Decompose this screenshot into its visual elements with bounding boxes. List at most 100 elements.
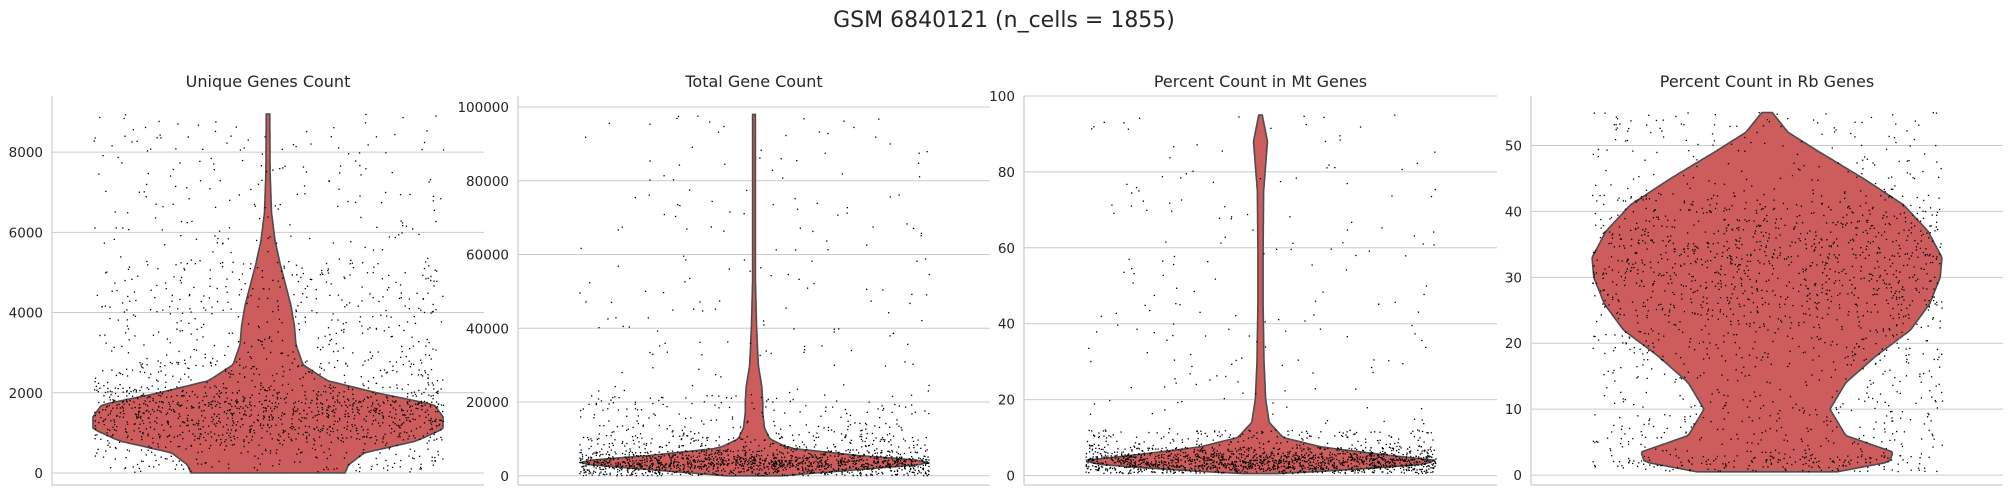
data-point xyxy=(700,466,702,468)
data-point xyxy=(304,394,306,397)
data-point xyxy=(615,317,617,319)
data-point xyxy=(235,430,237,432)
data-point xyxy=(413,458,415,460)
data-point xyxy=(1144,304,1146,306)
data-point xyxy=(774,467,776,469)
data-point xyxy=(810,470,812,472)
data-point xyxy=(1138,117,1141,119)
data-point xyxy=(1382,464,1384,466)
data-point xyxy=(772,465,775,467)
data-point xyxy=(645,444,647,446)
data-point xyxy=(608,466,611,469)
data-point xyxy=(727,459,730,461)
data-point xyxy=(107,428,109,431)
data-point xyxy=(184,362,186,365)
data-point xyxy=(685,397,687,399)
data-point xyxy=(358,470,361,473)
data-point xyxy=(401,350,403,353)
data-point xyxy=(912,460,914,463)
data-point xyxy=(622,325,624,328)
data-point xyxy=(669,466,671,468)
data-point xyxy=(1331,456,1333,458)
data-point xyxy=(153,428,156,430)
data-point xyxy=(435,411,437,413)
data-point xyxy=(604,466,606,468)
data-point xyxy=(679,205,681,207)
data-point xyxy=(265,395,267,397)
data-point xyxy=(1147,447,1149,449)
data-point xyxy=(163,429,165,431)
data-point xyxy=(339,402,341,404)
data-point xyxy=(1329,454,1331,456)
data-point xyxy=(769,445,771,447)
data-point xyxy=(746,189,748,192)
y-tick-label: 8000 xyxy=(9,145,43,161)
data-point xyxy=(861,446,863,448)
data-point xyxy=(658,469,660,471)
data-point xyxy=(605,465,607,467)
data-point xyxy=(1155,460,1157,462)
data-point xyxy=(1283,436,1286,438)
data-point xyxy=(1089,445,1091,447)
data-point xyxy=(764,460,766,462)
data-point xyxy=(1381,227,1383,229)
data-point xyxy=(428,265,430,267)
data-point xyxy=(338,258,340,260)
data-point xyxy=(1426,460,1428,462)
data-point xyxy=(1430,471,1432,474)
data-point xyxy=(647,470,650,472)
data-point xyxy=(803,349,806,351)
data-point xyxy=(789,463,791,465)
data-point xyxy=(431,460,433,462)
data-point xyxy=(874,425,876,427)
data-point xyxy=(743,471,745,473)
data-point xyxy=(418,415,421,417)
data-point xyxy=(298,427,300,429)
data-point xyxy=(770,443,772,445)
data-point xyxy=(705,458,707,461)
data-point xyxy=(649,471,651,473)
data-point xyxy=(581,458,584,460)
data-point xyxy=(783,463,785,465)
data-point xyxy=(376,463,378,466)
y-tick-label: 0 xyxy=(1006,469,1015,485)
data-point xyxy=(844,470,846,472)
data-point xyxy=(257,325,260,327)
data-point xyxy=(841,439,843,441)
data-point xyxy=(744,452,746,455)
data-point xyxy=(1109,467,1111,469)
data-point xyxy=(827,132,829,135)
data-point xyxy=(801,466,803,468)
data-point xyxy=(332,409,334,411)
data-point xyxy=(407,438,409,440)
data-point xyxy=(628,458,630,460)
data-point xyxy=(141,363,144,365)
data-point xyxy=(752,451,754,453)
data-point xyxy=(276,398,279,400)
data-point xyxy=(427,292,429,294)
data-point xyxy=(1124,466,1126,469)
data-point xyxy=(1317,464,1319,466)
data-point xyxy=(1119,471,1121,473)
data-point xyxy=(758,472,760,474)
data-point xyxy=(640,466,643,468)
data-point xyxy=(388,424,391,427)
data-point xyxy=(359,164,361,167)
data-point xyxy=(742,446,745,448)
data-point xyxy=(606,473,608,475)
data-point xyxy=(703,450,705,453)
data-point xyxy=(909,470,911,473)
data-point xyxy=(812,462,815,464)
data-point xyxy=(750,454,752,456)
data-point xyxy=(850,349,853,352)
data-point xyxy=(781,474,784,476)
data-point xyxy=(884,460,887,462)
data-point xyxy=(328,415,330,417)
data-point xyxy=(920,447,922,449)
data-point xyxy=(1421,459,1424,461)
data-point xyxy=(154,297,156,299)
data-point xyxy=(888,450,890,452)
data-point xyxy=(1138,453,1140,456)
data-point xyxy=(1212,465,1214,467)
data-point xyxy=(876,473,878,475)
